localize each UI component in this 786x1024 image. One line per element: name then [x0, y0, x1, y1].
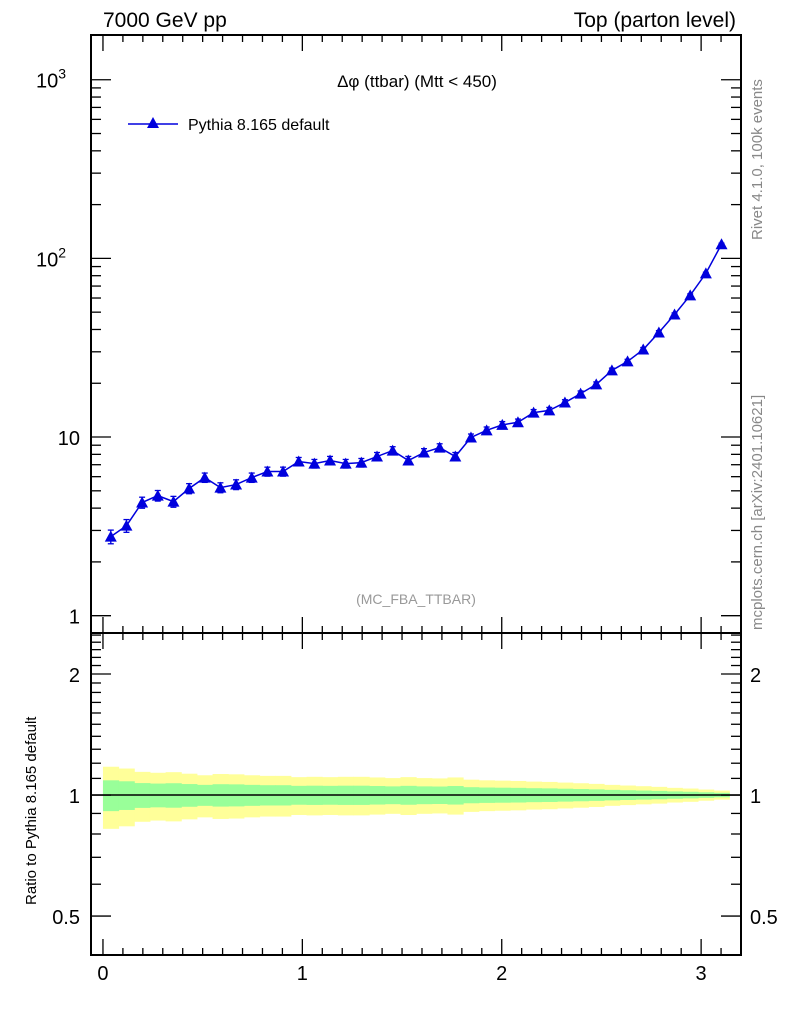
ratio-y-tick-label: 2 — [69, 665, 80, 687]
ratio-y-tick-label: 0.5 — [52, 907, 80, 929]
data-point — [230, 478, 243, 490]
data-point — [151, 489, 164, 501]
data-point — [590, 378, 603, 390]
plot-title: Δφ (ttbar) (Mtt < 450) — [337, 72, 497, 91]
x-tick-label: 0 — [97, 963, 108, 985]
data-point — [433, 441, 446, 453]
mcplots-label: mcplots.cern.ch [arXiv:2401.10621] — [749, 395, 766, 630]
data-point — [386, 444, 399, 456]
y-tick-label: 10 — [58, 428, 80, 450]
data-point — [324, 454, 337, 466]
data-point — [417, 446, 430, 458]
series-line — [110, 243, 723, 538]
header-left: 7000 GeV pp — [103, 9, 227, 32]
data-point — [120, 519, 133, 531]
ratio-y-tick-label: 1 — [69, 786, 80, 808]
data-point — [371, 450, 384, 462]
data-point — [214, 481, 227, 493]
y-tick-label: 103 — [36, 66, 66, 93]
series-pythia — [104, 238, 728, 545]
y-tick-label: 102 — [36, 244, 66, 271]
data-point — [574, 387, 587, 399]
data-point — [464, 431, 477, 443]
data-point — [198, 471, 211, 483]
data-point — [621, 355, 634, 367]
data-point — [183, 482, 196, 494]
ratio-bands — [91, 766, 741, 829]
legend-label: Pythia 8.165 default — [188, 117, 330, 134]
data-point — [136, 496, 149, 508]
ratio-y-tick-label: 1 — [750, 786, 761, 808]
ratio-ylabel: Ratio to Pythia 8.165 default — [23, 716, 40, 905]
data-point — [308, 457, 321, 469]
data-point — [261, 465, 274, 477]
data-point — [480, 424, 493, 436]
data-point — [637, 343, 650, 355]
data-point — [527, 406, 540, 418]
data-point — [449, 450, 462, 462]
tick-labels: 0 1 2 3 1 10 102 103 0.5 0.5 1 1 2 2 — [36, 66, 778, 985]
data-point — [605, 364, 618, 376]
data-point — [402, 454, 415, 466]
data-point — [339, 457, 352, 469]
data-point — [245, 471, 258, 483]
data-point — [684, 289, 697, 301]
y-tick-exponent: 3 — [58, 66, 66, 82]
data-point — [699, 267, 712, 279]
y-tick-label: 1 — [69, 607, 80, 629]
x-tick-label: 2 — [496, 963, 507, 985]
data-point — [104, 530, 117, 542]
header-right: Top (parton level) — [574, 9, 736, 32]
data-point — [496, 418, 509, 430]
legend: Pythia 8.165 default — [128, 117, 330, 134]
axis-ticks — [91, 35, 741, 956]
data-point — [167, 495, 180, 507]
legend-marker-icon — [147, 117, 159, 128]
x-tick-label: 3 — [696, 963, 707, 985]
data-point — [558, 396, 571, 408]
data-point — [292, 455, 305, 467]
ratio-frame — [90, 632, 742, 956]
analysis-label: (MC_FBA_TTBAR) — [356, 591, 476, 607]
data-point — [355, 456, 368, 468]
data-point — [668, 308, 681, 320]
ratio-y-tick-label: 2 — [750, 665, 761, 687]
data-point — [715, 238, 728, 250]
ratio-y-tick-label: 0.5 — [750, 907, 778, 929]
rivet-label: Rivet 4.1.0, 100k events — [749, 79, 766, 240]
data-point — [543, 404, 556, 416]
data-point — [511, 416, 524, 428]
x-tick-label: 1 — [297, 963, 308, 985]
data-point — [277, 465, 290, 477]
y-tick-exponent: 2 — [58, 244, 66, 260]
data-point — [652, 326, 665, 338]
